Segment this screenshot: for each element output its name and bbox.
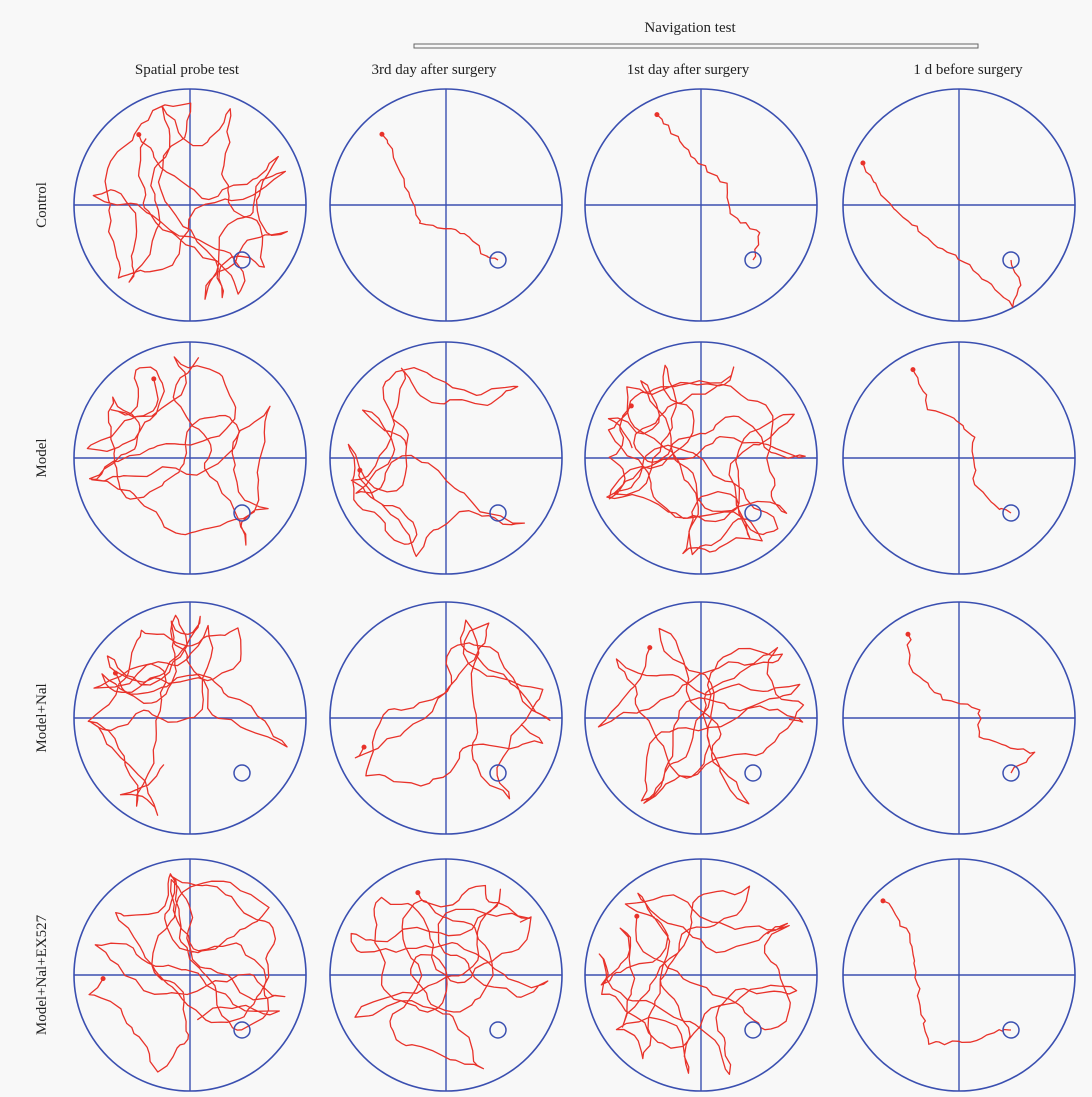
- pool-cell: [584, 88, 818, 322]
- swim-start-marker: [905, 631, 911, 637]
- swim-path: [347, 366, 526, 558]
- pool-cell: [842, 858, 1076, 1092]
- swim-start-marker: [654, 112, 660, 118]
- platform-marker: [1002, 504, 1020, 522]
- swim-path: [86, 356, 271, 546]
- pool-cell: [329, 858, 563, 1092]
- row-label-model-nal: Model+Nal: [34, 683, 50, 752]
- swim-start-marker: [112, 670, 118, 676]
- platform-marker: [744, 1021, 762, 1039]
- column-label-1st-day: 1st day after surgery: [627, 62, 750, 78]
- row-label-model: Model: [34, 438, 50, 477]
- swim-path: [87, 614, 288, 816]
- swim-path: [906, 633, 1036, 774]
- pool-cell: [842, 341, 1076, 575]
- column-label-1d-before: 1 d before surgery: [913, 62, 1023, 78]
- swim-start-marker: [860, 160, 866, 166]
- swim-path: [354, 619, 551, 800]
- swim-start-marker: [880, 898, 886, 904]
- pool-cell: [842, 88, 1076, 322]
- platform-marker: [233, 764, 251, 782]
- pool-cell: [73, 601, 307, 835]
- platform-marker: [1002, 764, 1020, 782]
- swim-path: [381, 133, 499, 261]
- navigation-test-label: Navigation test: [644, 20, 736, 36]
- pool-cell: [73, 341, 307, 575]
- swim-path: [88, 873, 286, 1073]
- swim-start-marker: [136, 132, 142, 138]
- platform-marker: [489, 1021, 507, 1039]
- pool-cell: [329, 601, 563, 835]
- swim-path: [92, 102, 288, 300]
- swim-path: [912, 369, 1012, 514]
- swim-start-marker: [357, 467, 363, 473]
- platform-marker: [489, 251, 507, 269]
- pool-cell: [73, 858, 307, 1092]
- swim-start-marker: [379, 131, 385, 137]
- platform-marker: [1002, 251, 1020, 269]
- swim-path: [882, 900, 1011, 1046]
- pool-cell: [73, 88, 307, 322]
- platform-marker: [233, 504, 251, 522]
- pool-cell: [584, 341, 818, 575]
- swim-start-marker: [100, 976, 106, 982]
- row-label-model-nal-ex527: Model+Nal+EX527: [34, 914, 50, 1035]
- pool-cell: [584, 601, 818, 835]
- platform-marker: [489, 764, 507, 782]
- row-label-control: Control: [34, 182, 50, 228]
- pool-cell: [842, 601, 1076, 835]
- swim-start-marker: [628, 403, 634, 409]
- swim-path: [350, 884, 549, 1070]
- swim-start-marker: [634, 913, 640, 919]
- swim-start-marker: [151, 376, 157, 382]
- swim-path: [656, 114, 761, 261]
- swim-path: [598, 885, 798, 1076]
- swim-start-marker: [361, 744, 367, 750]
- pool-cell: [329, 341, 563, 575]
- platform-marker: [489, 504, 507, 522]
- platform-marker: [744, 764, 762, 782]
- swim-start-marker: [415, 890, 421, 896]
- swim-path: [597, 627, 805, 805]
- swim-start-marker: [910, 367, 916, 373]
- platform-marker: [744, 504, 762, 522]
- swim-path: [606, 364, 806, 556]
- column-label-3rd-day: 3rd day after surgery: [371, 62, 497, 78]
- pool-grid: [73, 88, 1076, 1092]
- platform-marker: [233, 251, 251, 269]
- column-label-spatial-probe: Spatial probe test: [135, 62, 240, 78]
- platform-marker: [744, 251, 762, 269]
- pool-cell: [329, 88, 563, 322]
- platform-marker: [233, 1021, 251, 1039]
- navigation-test-bracket: [413, 43, 979, 49]
- pool-cell: [584, 858, 818, 1092]
- swim-path: [862, 162, 1022, 308]
- swim-start-marker: [647, 645, 653, 651]
- platform-marker: [1002, 1021, 1020, 1039]
